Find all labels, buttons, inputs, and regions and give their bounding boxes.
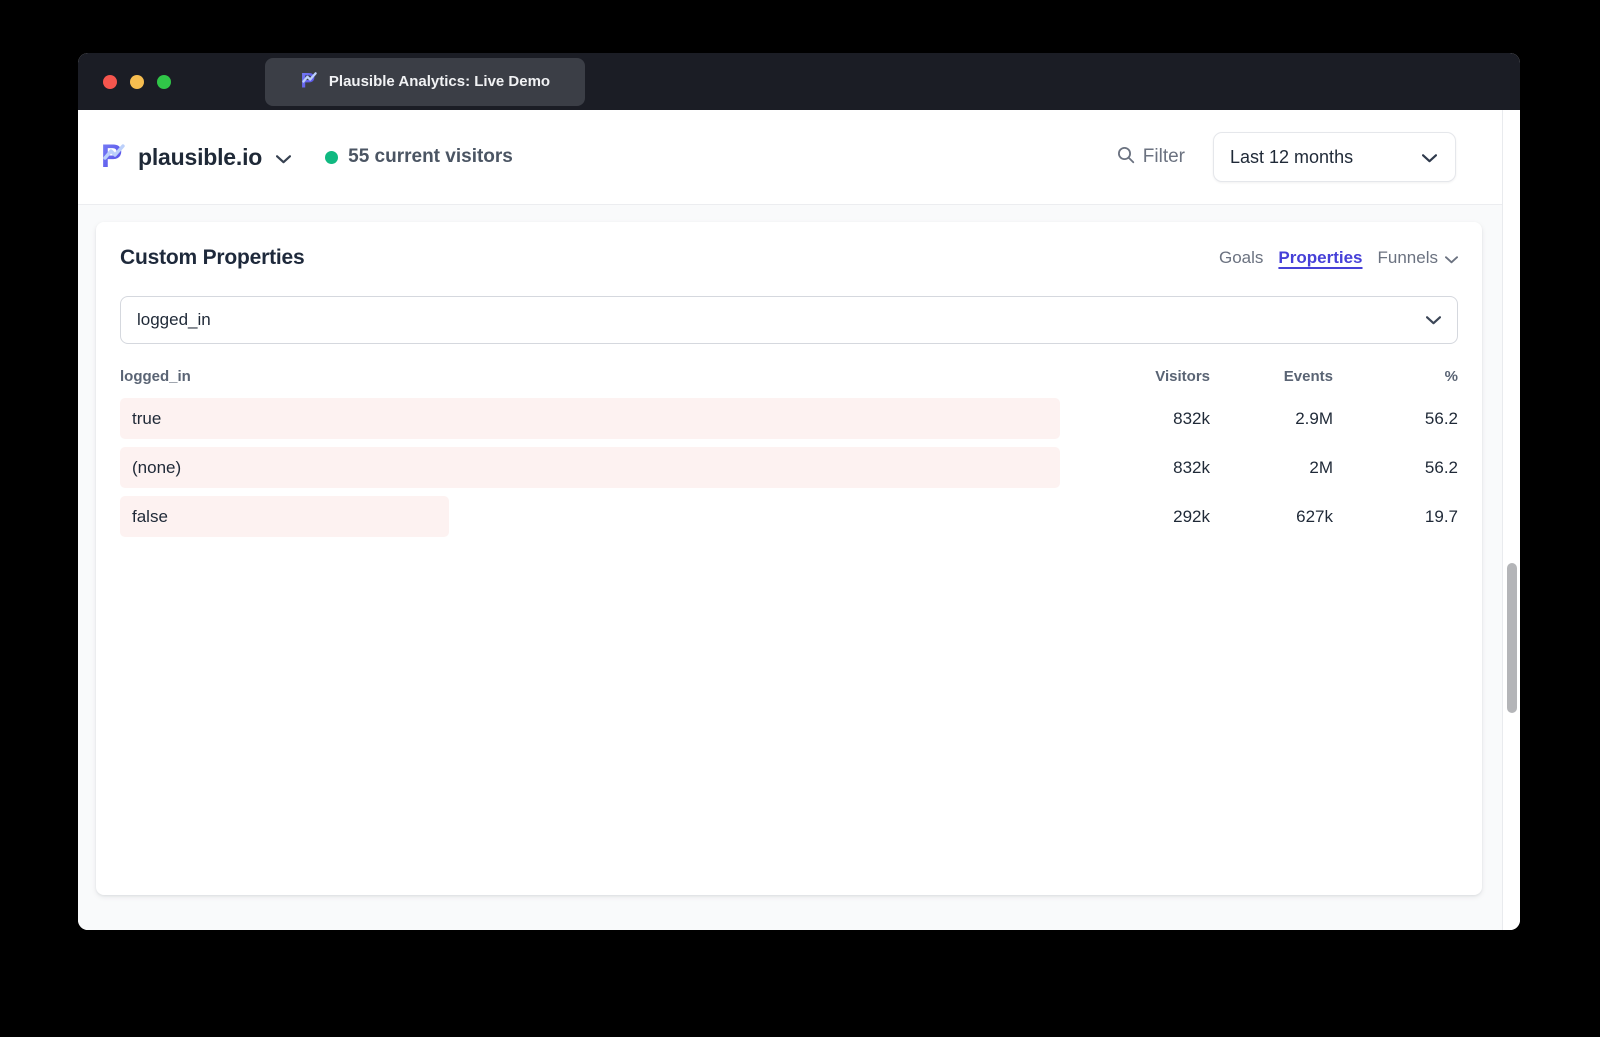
column-header-key: logged_in bbox=[120, 368, 191, 385]
filter-button[interactable]: Filter bbox=[1117, 146, 1185, 169]
chevron-down-icon bbox=[1445, 255, 1458, 264]
close-window-button[interactable] bbox=[103, 74, 117, 89]
svg-text:P: P bbox=[301, 69, 315, 90]
value-bar bbox=[120, 496, 449, 537]
table-header: logged_in Visitors Events % bbox=[120, 368, 1458, 385]
row-percent: 19.7 bbox=[1424, 506, 1458, 526]
row-visitors: 292k bbox=[1173, 506, 1210, 526]
tab-funnels[interactable]: Funnels bbox=[1378, 248, 1458, 268]
chevron-down-icon bbox=[276, 154, 292, 164]
site-switcher[interactable]: P plausible.io bbox=[100, 138, 292, 175]
custom-properties-card: Custom Properties Goals Properties Funne… bbox=[96, 222, 1482, 895]
zoom-window-button[interactable] bbox=[157, 74, 171, 89]
property-rows: true 832k 2.9M 56.2 (none) 832k bbox=[120, 398, 1458, 537]
row-events: 627k bbox=[1296, 506, 1333, 526]
table-row[interactable]: false 292k 627k 19.7 bbox=[120, 496, 1458, 537]
tab-properties[interactable]: Properties bbox=[1278, 248, 1363, 267]
scrollbar-thumb[interactable] bbox=[1507, 563, 1517, 713]
browser-window: P Plausible Analytics: Live Demo P p bbox=[78, 53, 1520, 930]
property-select-value: logged_in bbox=[137, 310, 211, 329]
current-visitors[interactable]: 55 current visitors bbox=[325, 146, 513, 168]
live-dot-icon bbox=[325, 150, 339, 164]
row-label[interactable]: true bbox=[132, 408, 162, 428]
report-tabs: Goals Properties Funnels bbox=[1219, 248, 1458, 268]
browser-tab[interactable]: P Plausible Analytics: Live Demo bbox=[265, 57, 585, 106]
row-events: 2.9M bbox=[1295, 408, 1333, 428]
column-header-visitors: Visitors bbox=[1155, 368, 1210, 385]
browser-tab-bar: P Plausible Analytics: Live Demo bbox=[78, 53, 1520, 110]
row-label[interactable]: (none) bbox=[132, 457, 182, 477]
chevron-down-icon bbox=[1426, 315, 1441, 325]
page-content: Custom Properties Goals Properties Funne… bbox=[78, 205, 1502, 930]
svg-text:P: P bbox=[101, 140, 122, 170]
value-bar bbox=[120, 447, 1060, 488]
window-controls bbox=[78, 74, 265, 89]
row-percent: 56.2 bbox=[1424, 408, 1458, 428]
tab-goals[interactable]: Goals bbox=[1219, 248, 1264, 267]
date-range-select[interactable]: Last 12 months bbox=[1213, 132, 1456, 182]
tab-title: Plausible Analytics: Live Demo bbox=[328, 73, 551, 90]
column-header-percent: % bbox=[1444, 368, 1458, 385]
plausible-logo-icon: P bbox=[300, 68, 319, 94]
value-bar bbox=[120, 398, 1060, 439]
table-row[interactable]: true 832k 2.9M 56.2 bbox=[120, 398, 1458, 439]
site-name: plausible.io bbox=[138, 143, 263, 170]
row-events: 2M bbox=[1309, 457, 1333, 477]
row-label[interactable]: false bbox=[132, 506, 168, 526]
card-title: Custom Properties bbox=[120, 246, 305, 269]
plausible-logo-icon: P bbox=[100, 138, 128, 175]
property-select[interactable]: logged_in bbox=[120, 296, 1458, 344]
dashboard-header: P plausible.io 55 current visitors bbox=[78, 110, 1502, 205]
filter-label: Filter bbox=[1142, 146, 1185, 167]
chevron-down-icon bbox=[1422, 154, 1437, 163]
current-visitors-label: 55 current visitors bbox=[348, 146, 513, 167]
tab-funnels-label: Funnels bbox=[1377, 248, 1438, 267]
table-row[interactable]: (none) 832k 2M 56.2 bbox=[120, 447, 1458, 488]
row-visitors: 832k bbox=[1173, 408, 1210, 428]
scrollbar-track[interactable] bbox=[1502, 110, 1520, 930]
column-header-events: Events bbox=[1283, 368, 1333, 385]
search-icon bbox=[1117, 146, 1135, 169]
row-visitors: 832k bbox=[1173, 457, 1210, 477]
row-percent: 56.2 bbox=[1424, 457, 1458, 477]
date-range-value: Last 12 months bbox=[1230, 146, 1354, 167]
minimize-window-button[interactable] bbox=[130, 74, 144, 89]
